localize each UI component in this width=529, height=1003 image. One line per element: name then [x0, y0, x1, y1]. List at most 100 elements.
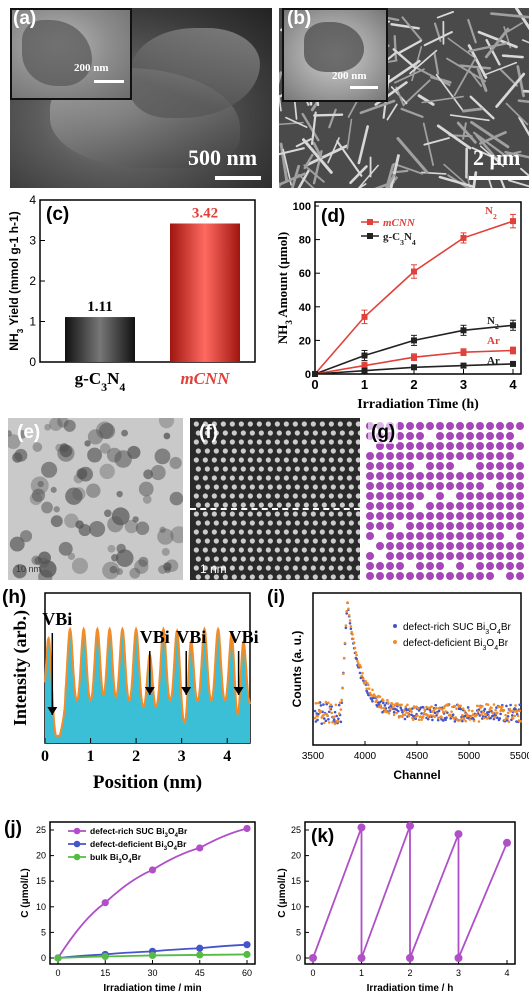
decay-point-i — [454, 716, 457, 719]
bi-atom — [386, 532, 394, 540]
lattice-spot — [213, 466, 219, 472]
nanoparticle — [64, 513, 79, 528]
lattice-spot — [312, 430, 318, 436]
lattice-spot — [285, 556, 291, 562]
bi-atom — [516, 572, 524, 580]
nanosheet-needle — [295, 138, 312, 148]
lattice-spot — [267, 502, 273, 508]
decay-point-i — [404, 705, 408, 709]
bi-atom — [386, 472, 394, 480]
y-axis-label-c: NH3 Yield (mmol g-1 h-1) — [7, 211, 25, 350]
bi-atom — [436, 522, 444, 530]
lattice-spot — [283, 529, 289, 535]
bi-atom — [416, 542, 424, 550]
lattice-spot — [276, 430, 282, 436]
bi-atom — [396, 562, 404, 570]
legend-marker-j — [73, 827, 81, 835]
bi-atom — [386, 452, 394, 460]
bi-atom — [406, 452, 414, 460]
lattice-spot — [247, 547, 253, 553]
lattice-spot — [339, 430, 345, 436]
bi-atom — [516, 512, 524, 520]
decay-point-i — [341, 686, 344, 690]
decay-point-i — [504, 713, 507, 717]
lattice-spot — [256, 547, 262, 553]
bi-atom — [496, 552, 504, 560]
nanoparticle — [143, 469, 154, 480]
scale-label-b: 2 μm — [473, 145, 521, 170]
lattice-spot — [238, 439, 244, 445]
decay-point-i — [367, 687, 371, 690]
lattice-spot — [346, 493, 352, 499]
nanosheet-needle — [475, 134, 499, 162]
nanoparticle — [44, 423, 51, 431]
panel-label-e: (e) — [17, 422, 41, 443]
data-point-k — [309, 954, 317, 962]
bi-atom — [436, 492, 444, 500]
lattice-spot — [265, 565, 271, 571]
bi-atom — [436, 432, 444, 440]
lattice-spot — [346, 511, 352, 517]
nanosheet-needle — [500, 68, 518, 87]
bi-atom — [476, 502, 484, 510]
decay-point-i — [500, 707, 503, 711]
lattice-spot — [202, 421, 208, 427]
nanosheet-needle — [447, 174, 470, 188]
lattice-spot — [337, 421, 343, 427]
decay-point-i — [332, 715, 336, 719]
lattice-spot — [231, 538, 237, 544]
panel-label-d: (d) — [321, 206, 345, 227]
bi-atom — [476, 442, 484, 450]
inset-scale-label-a: 200 nm — [74, 62, 109, 74]
bi-atom — [516, 552, 524, 560]
decay-point-i — [421, 715, 425, 718]
bi-atom — [506, 522, 514, 530]
nanosheet-needle — [313, 113, 344, 117]
decay-point-i — [324, 719, 328, 723]
lattice-spot — [240, 430, 246, 436]
bi-atom — [426, 482, 434, 490]
nanoparticle — [9, 536, 25, 552]
x-tick-label-h: 3 — [178, 748, 186, 765]
bi-atom — [476, 512, 484, 520]
y-tick-label-k: 10 — [291, 902, 301, 912]
series-annotation-d: Ar — [487, 355, 500, 367]
lattice-spot — [283, 421, 289, 427]
lattice-spot — [220, 457, 226, 463]
decay-point-i — [378, 695, 382, 698]
lattice-spot — [346, 529, 352, 535]
bi-atom — [486, 462, 494, 470]
lattice-spot — [211, 511, 217, 517]
lattice-spot — [303, 520, 309, 526]
decay-point-i — [317, 712, 320, 716]
lattice-spot — [301, 457, 307, 463]
nanosheet-needle — [398, 39, 422, 54]
nanosheet-needle — [488, 178, 493, 188]
scale-label-f: 1 nm — [200, 562, 227, 576]
nanoparticle — [150, 465, 166, 481]
bi-atom — [396, 492, 404, 500]
bi-atom — [426, 452, 434, 460]
nanoparticle — [99, 443, 111, 454]
lattice-spot — [285, 448, 291, 454]
bi-atom — [446, 552, 454, 560]
lattice-spot — [355, 493, 360, 499]
decay-point-i — [441, 719, 445, 722]
decay-point-i — [333, 710, 337, 714]
bi-atom — [416, 472, 424, 480]
lattice-spot — [348, 520, 354, 526]
decay-point-i — [463, 709, 467, 713]
panel-label-i: (i) — [267, 587, 285, 608]
nanoparticle — [127, 445, 141, 459]
decay-point-i — [327, 710, 331, 714]
data-point-k — [406, 821, 414, 830]
nanoparticle — [72, 487, 86, 501]
lattice-spot — [211, 529, 217, 535]
panel-label-j: (j) — [4, 818, 22, 839]
bi-atom — [416, 532, 424, 540]
bi-atom — [486, 502, 494, 510]
bi-atom — [506, 452, 514, 460]
lattice-spot — [283, 439, 289, 445]
decay-point-i — [337, 703, 341, 707]
x-tick-label-h: 2 — [132, 748, 140, 765]
